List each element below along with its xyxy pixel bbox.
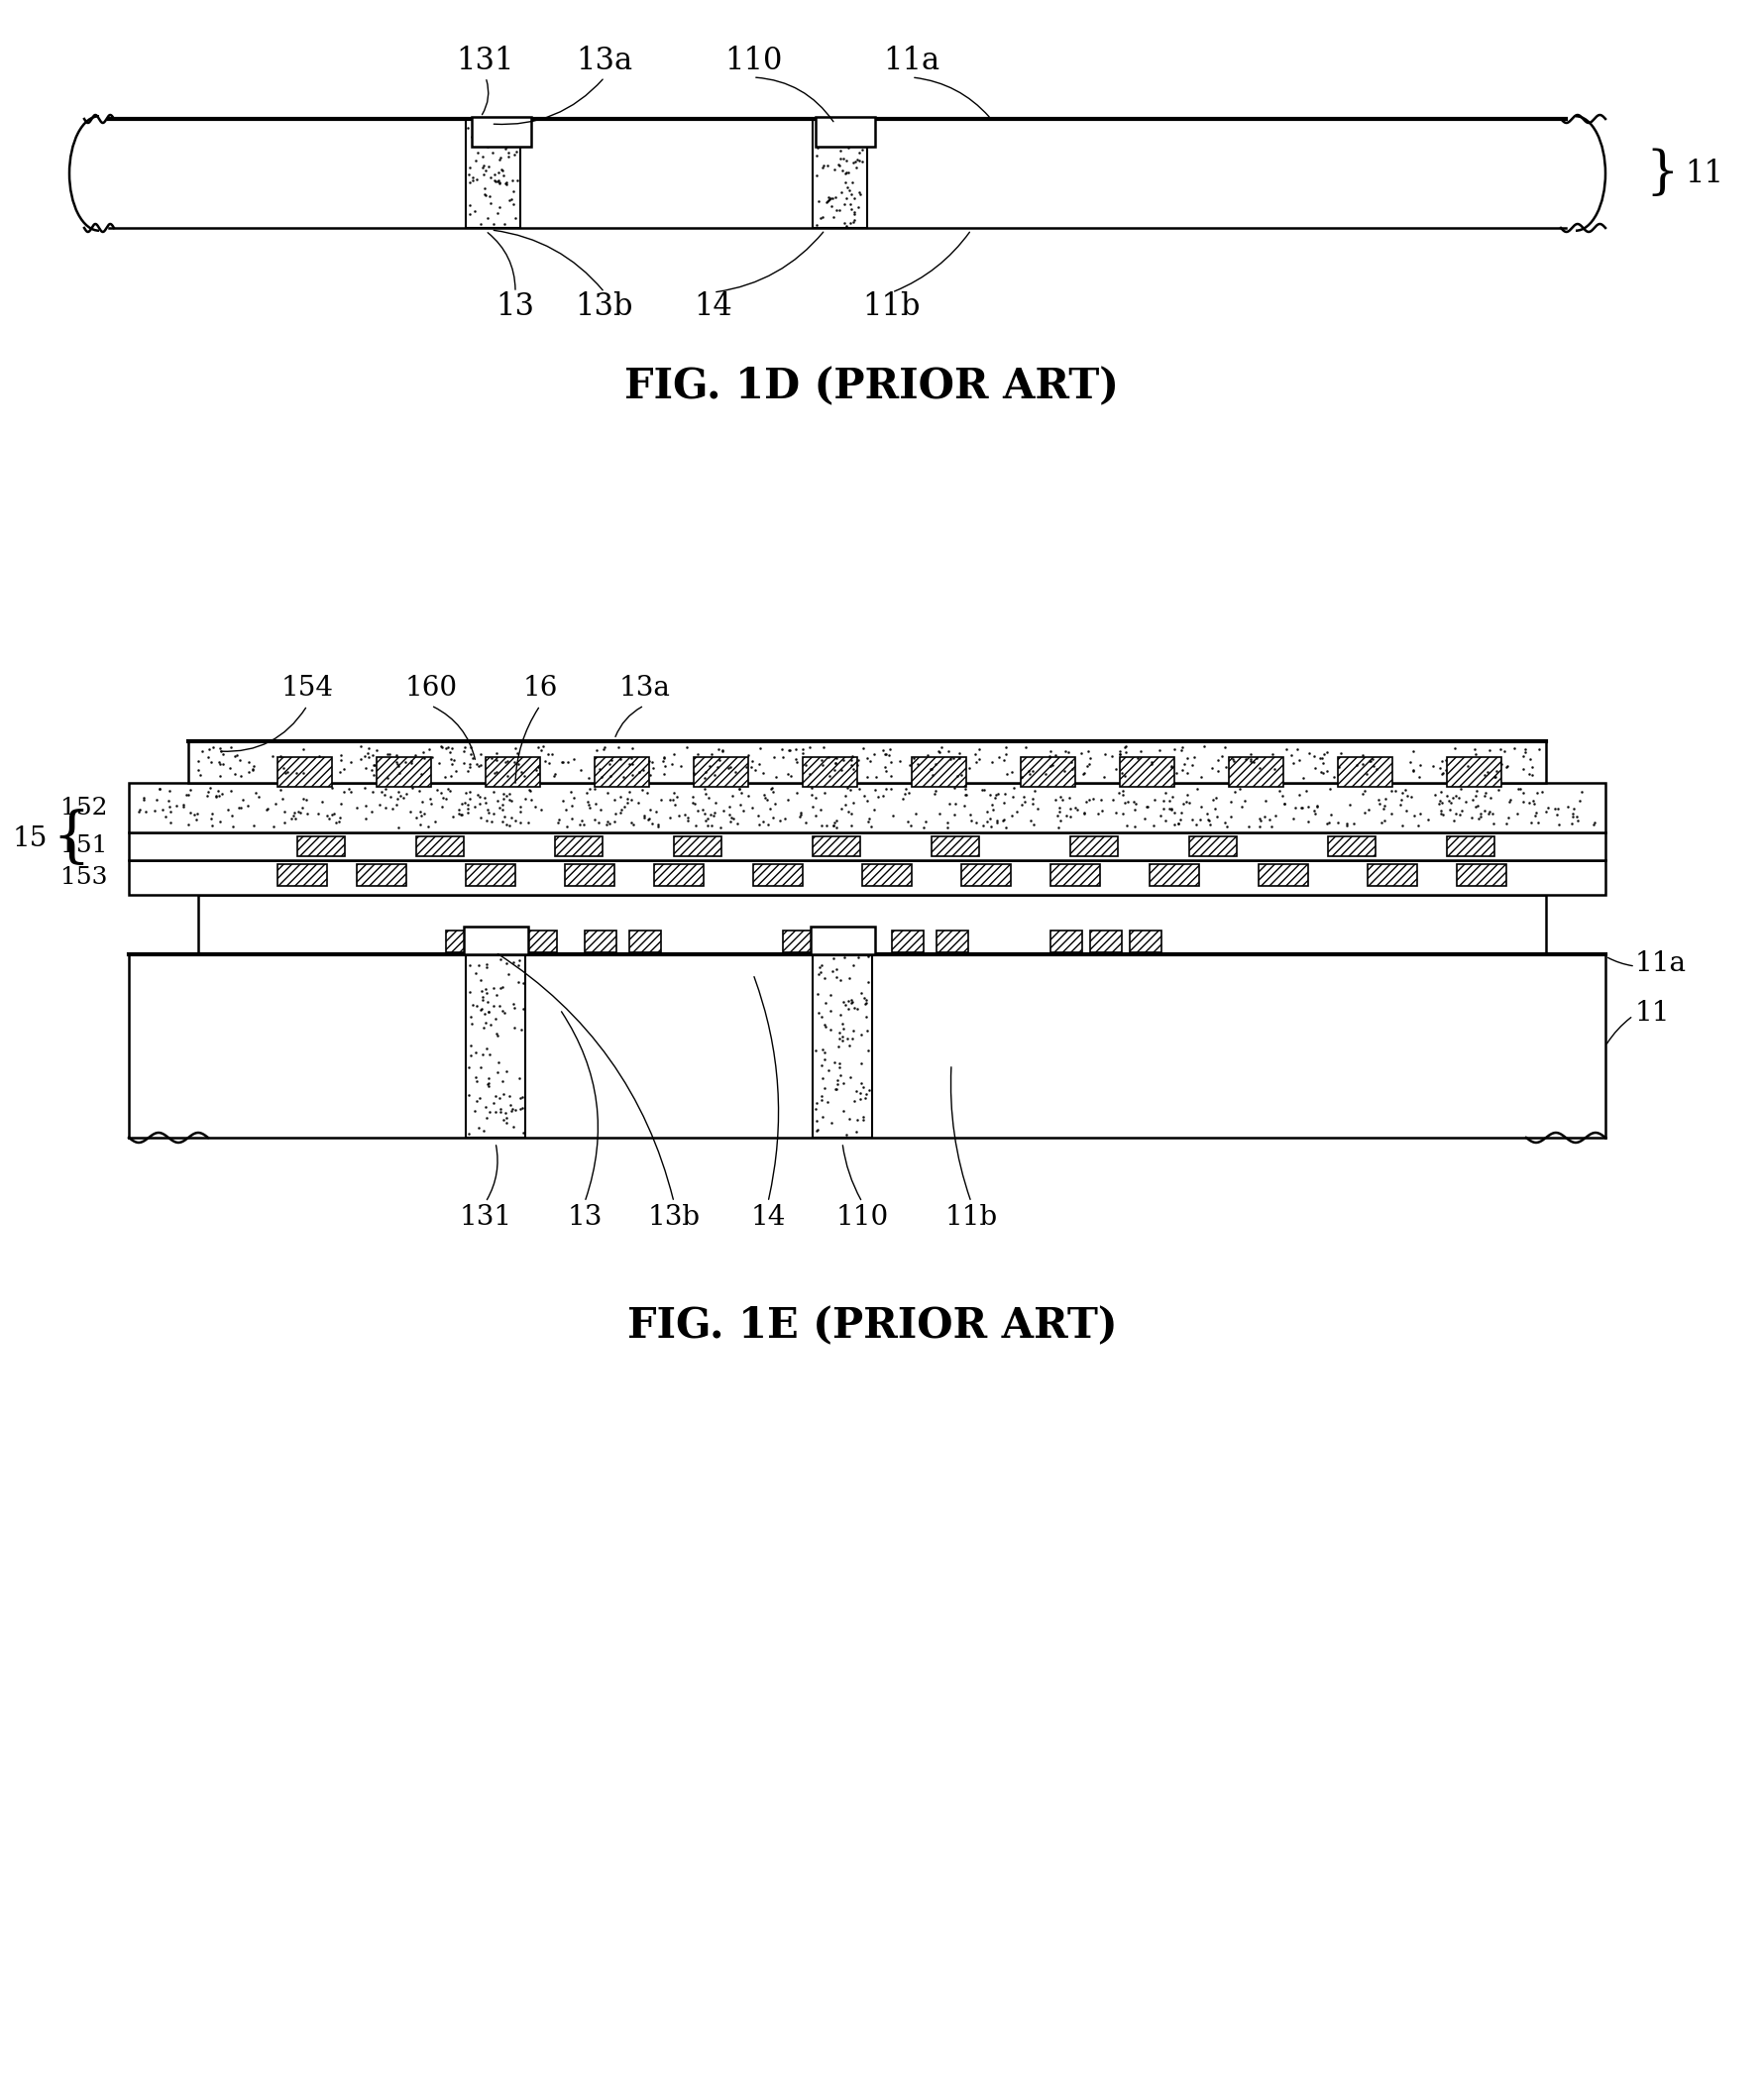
Text: 151: 151 — [60, 834, 108, 857]
Bar — [556, 836, 603, 855]
Text: 131: 131 — [459, 1204, 512, 1231]
Bar — [893, 930, 924, 953]
Text: 13b: 13b — [575, 292, 633, 323]
Text: 110: 110 — [836, 1204, 889, 1231]
Bar — [912, 757, 967, 786]
Text: {: { — [51, 809, 90, 868]
Bar — [485, 930, 517, 953]
Bar — [813, 119, 868, 227]
Text: 13a: 13a — [577, 46, 633, 77]
Bar — [1189, 836, 1237, 855]
Text: 13: 13 — [568, 1204, 602, 1231]
Text: 153: 153 — [60, 866, 108, 889]
Bar — [466, 864, 515, 887]
Bar — [1446, 757, 1501, 786]
Bar — [526, 930, 557, 953]
Text: FIG. 1D (PRIOR ART): FIG. 1D (PRIOR ART) — [624, 365, 1120, 407]
Text: }: } — [1646, 148, 1678, 198]
Text: 160: 160 — [404, 676, 457, 703]
Bar — [471, 117, 531, 146]
Bar — [654, 864, 704, 887]
Bar — [961, 864, 1011, 887]
Bar — [813, 953, 871, 1137]
Bar — [1328, 836, 1376, 855]
Bar — [466, 953, 526, 1137]
Bar — [827, 930, 859, 953]
Bar — [356, 864, 406, 887]
Bar — [298, 836, 346, 855]
Text: 11: 11 — [1685, 159, 1723, 188]
Bar — [1090, 930, 1122, 953]
Bar — [376, 757, 430, 786]
Bar — [129, 832, 1605, 859]
Text: 11b: 11b — [863, 292, 921, 323]
Bar — [79, 119, 1605, 227]
Bar — [189, 741, 1545, 782]
Text: 13: 13 — [496, 292, 534, 323]
Text: 11a: 11a — [884, 46, 940, 77]
Bar — [937, 930, 968, 953]
Bar — [466, 119, 520, 227]
Bar — [1051, 864, 1101, 887]
Bar — [803, 757, 857, 786]
Bar — [1337, 757, 1392, 786]
Bar — [1129, 930, 1161, 953]
Bar — [277, 757, 332, 786]
Text: 152: 152 — [60, 797, 108, 820]
Bar — [198, 895, 1545, 953]
Bar — [1051, 930, 1081, 953]
Bar — [1071, 836, 1118, 855]
Text: 131: 131 — [457, 46, 515, 77]
Bar — [584, 930, 616, 953]
Bar — [783, 930, 815, 953]
Text: 154: 154 — [280, 676, 333, 703]
Bar — [564, 864, 614, 887]
Bar — [464, 926, 527, 953]
Bar — [129, 782, 1605, 832]
Bar — [931, 836, 979, 855]
Bar — [1120, 757, 1175, 786]
Bar — [1367, 864, 1416, 887]
Bar — [1230, 757, 1284, 786]
Bar — [1457, 864, 1506, 887]
Bar — [753, 864, 803, 887]
Bar — [1150, 864, 1200, 887]
Bar — [1021, 757, 1076, 786]
Text: 11: 11 — [1635, 1001, 1671, 1026]
Bar — [277, 864, 326, 887]
Bar — [1258, 864, 1309, 887]
Bar — [446, 930, 478, 953]
Bar — [129, 859, 1605, 895]
Text: 13b: 13b — [647, 1204, 700, 1231]
Bar — [863, 864, 912, 887]
Text: 11a: 11a — [1635, 951, 1686, 978]
Text: FIG. 1E (PRIOR ART): FIG. 1E (PRIOR ART) — [626, 1306, 1117, 1348]
Text: 110: 110 — [725, 46, 781, 77]
Text: 15: 15 — [12, 826, 48, 853]
Bar — [416, 836, 464, 855]
Bar — [674, 836, 721, 855]
Bar — [815, 117, 875, 146]
Bar — [485, 757, 540, 786]
Text: 14: 14 — [750, 1204, 785, 1231]
Bar — [594, 757, 649, 786]
Bar — [813, 836, 861, 855]
Text: 13a: 13a — [619, 676, 670, 703]
Bar — [693, 757, 748, 786]
Bar — [1446, 836, 1494, 855]
Bar — [129, 953, 1605, 1137]
Text: 14: 14 — [695, 292, 732, 323]
Bar — [630, 930, 662, 953]
Text: 11b: 11b — [946, 1204, 997, 1231]
Text: 16: 16 — [522, 676, 557, 703]
Bar — [810, 926, 875, 953]
